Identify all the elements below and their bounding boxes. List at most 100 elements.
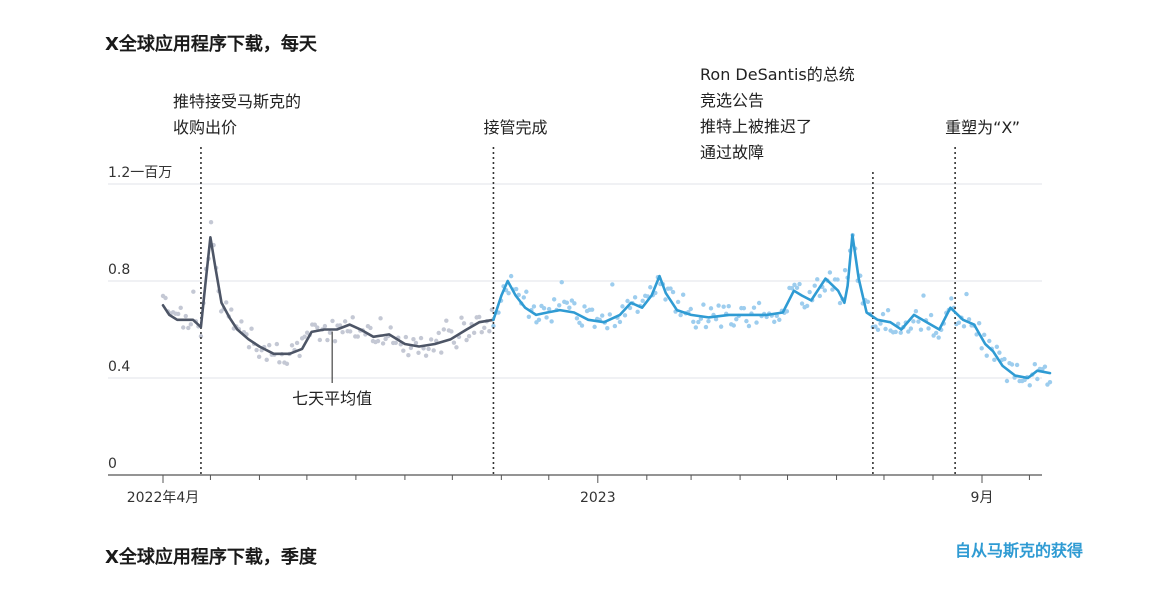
data-dot	[264, 357, 269, 363]
data-dot	[572, 301, 577, 306]
data-dot	[908, 326, 914, 331]
data-dot	[640, 298, 645, 304]
data-dot	[966, 317, 972, 322]
data-dot	[1004, 378, 1010, 384]
data-dot	[567, 305, 572, 310]
data-dot	[175, 311, 181, 317]
data-dot	[911, 319, 916, 324]
data-dot	[380, 341, 386, 346]
data-dot	[807, 289, 812, 295]
data-dot	[239, 319, 244, 324]
data-dot	[605, 326, 610, 331]
data-dot	[350, 315, 355, 320]
data-dot	[663, 297, 668, 302]
data-dot	[549, 319, 554, 324]
data-dot	[536, 317, 542, 322]
data-dot	[713, 317, 719, 322]
data-dot	[632, 295, 638, 300]
data-dot	[431, 348, 436, 353]
y-tick-label: 0.4	[108, 359, 130, 375]
annotation-label: 重塑为“X”	[945, 118, 1020, 137]
callout-label: 七天平均值	[292, 389, 372, 408]
data-dot	[1027, 383, 1032, 388]
data-dot	[721, 304, 726, 309]
data-dot	[835, 277, 840, 282]
data-dot	[994, 344, 1000, 349]
data-dot	[564, 300, 570, 305]
annotation-label: 收购出价	[173, 118, 237, 137]
data-dot	[984, 353, 989, 358]
data-dot	[916, 319, 921, 324]
data-dot	[906, 329, 911, 334]
data-dot	[693, 325, 699, 330]
data-dot	[178, 305, 183, 311]
data-dot	[482, 325, 487, 330]
data-dot	[579, 323, 585, 328]
data-dot	[933, 330, 939, 336]
data-dot	[592, 324, 597, 330]
data-dot	[183, 313, 188, 319]
data-dot	[620, 304, 625, 309]
data-dot	[487, 329, 492, 334]
data-dot	[878, 321, 883, 326]
data-dot	[928, 312, 934, 318]
data-dot	[464, 337, 469, 343]
data-dot	[607, 312, 613, 317]
data-dot	[444, 318, 449, 323]
data-dot	[330, 318, 335, 324]
y-tick-label: 0.8	[108, 262, 130, 278]
data-dot	[883, 326, 888, 332]
data-dot	[466, 333, 472, 339]
data-dot	[893, 329, 898, 335]
annotation-label: 竞选公告	[700, 91, 764, 110]
data-dot	[936, 335, 941, 340]
legend-since-musk: 自从马斯克的获得	[955, 541, 1084, 560]
data-dot	[436, 330, 441, 336]
data-dot	[544, 315, 549, 320]
data-dot	[348, 329, 353, 334]
data-dot	[451, 340, 457, 345]
data-dot	[1042, 364, 1048, 369]
data-dot	[926, 326, 931, 331]
data-dot	[191, 289, 196, 294]
data-dot	[378, 316, 383, 321]
data-dot	[635, 309, 640, 315]
data-dot	[1047, 379, 1053, 385]
annotation-label: 接管完成	[483, 118, 547, 137]
x-tick-label: 2022年4月	[127, 490, 200, 506]
y-tick-label: 1.2一百万	[108, 165, 172, 181]
data-dot	[327, 330, 333, 335]
data-dot	[734, 316, 739, 322]
data-dot	[1032, 362, 1038, 367]
data-dot	[524, 289, 529, 294]
data-dot	[589, 307, 595, 312]
data-dot	[541, 306, 547, 311]
data-dot	[289, 343, 295, 348]
data-dot	[297, 353, 302, 359]
data-dot	[368, 325, 373, 331]
data-dot	[388, 325, 393, 330]
series-line-before	[161, 236, 495, 356]
data-dot	[406, 353, 411, 358]
data-dot	[756, 300, 762, 306]
data-dot	[508, 273, 514, 279]
data-dot	[322, 323, 328, 329]
data-dot	[471, 330, 477, 336]
data-dot	[898, 330, 903, 335]
data-dot	[772, 319, 777, 325]
data-dot	[317, 337, 323, 343]
data-dot	[875, 327, 881, 333]
data-dot	[426, 346, 431, 352]
data-dot	[688, 306, 693, 312]
data-dot	[477, 314, 482, 320]
data-dot	[691, 319, 696, 325]
data-dot	[987, 338, 992, 344]
data-dot	[949, 296, 954, 301]
data-dot	[680, 292, 686, 297]
data-dot	[1035, 376, 1040, 382]
data-dot	[617, 319, 623, 325]
data-dot	[751, 305, 757, 310]
data-dot	[1014, 362, 1020, 368]
data-dot	[865, 299, 871, 304]
